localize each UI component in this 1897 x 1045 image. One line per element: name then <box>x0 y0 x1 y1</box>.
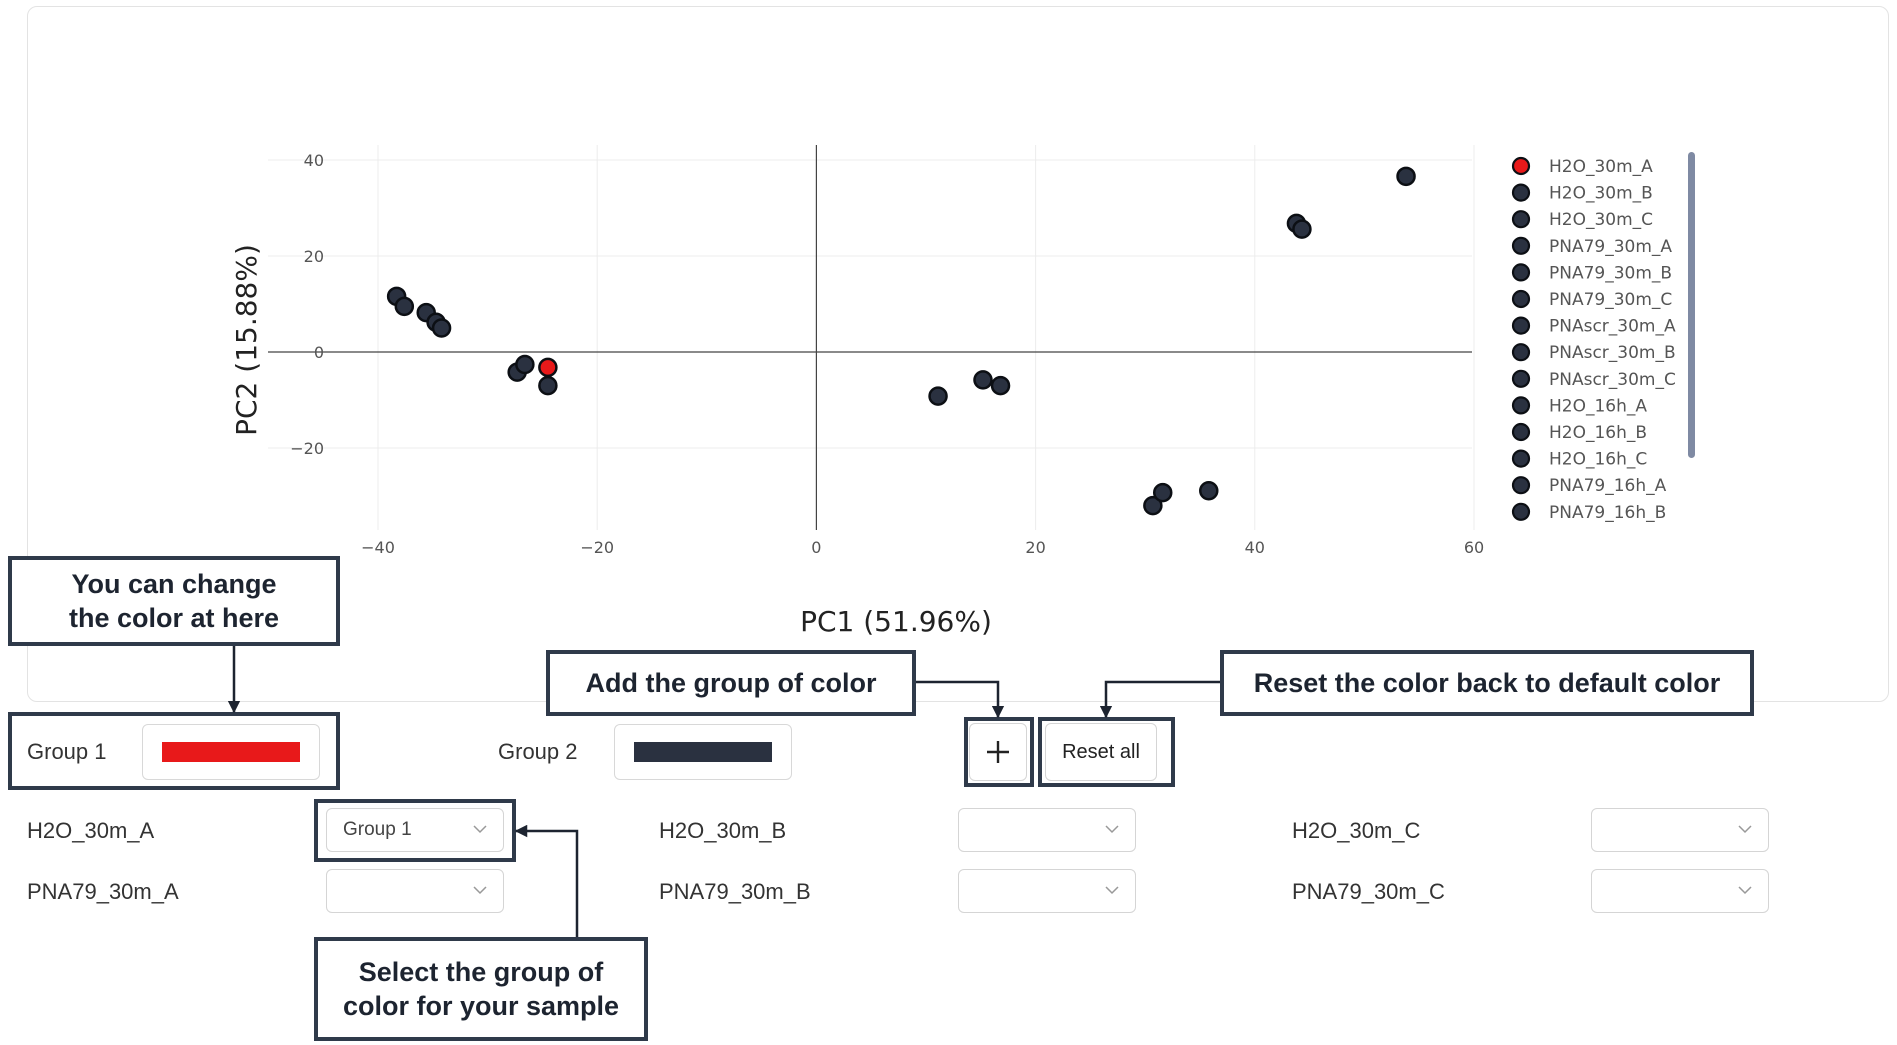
y-tick-label: 0 <box>314 343 324 362</box>
highlight-add-button <box>964 717 1034 787</box>
y-axis-title: PC2 (15.88%) <box>230 244 263 436</box>
sample-label: H2O_30m_A <box>27 818 155 843</box>
legend-marker[interactable] <box>1511 476 1531 495</box>
sample-group-select[interactable] <box>1591 869 1769 913</box>
legend-marker[interactable] <box>1511 289 1531 309</box>
legend[interactable]: H2O_30m_A H2O_30m_B H2O_30m_C PNA79_30m_A PN… <box>1511 156 1676 523</box>
y-tick-label: 20 <box>304 247 324 266</box>
y-tick-label: −20 <box>290 439 324 458</box>
highlight-group-1 <box>8 712 340 790</box>
data-point[interactable] <box>973 370 993 390</box>
legend-marker[interactable] <box>1511 210 1531 229</box>
legend-item-label[interactable]: PNA79_30m_A <box>1549 237 1672 257</box>
legend-marker[interactable] <box>1511 156 1531 176</box>
zero-axes <box>268 145 1472 530</box>
legend-item-label[interactable]: PNA79_30m_C <box>1549 290 1672 310</box>
legend-marker[interactable] <box>1511 263 1531 282</box>
legend-marker[interactable] <box>1511 422 1531 442</box>
x-tick-label: 60 <box>1464 538 1484 557</box>
group-2-color-swatch <box>634 742 772 762</box>
sample-label: PNA79_30m_C <box>1292 879 1445 904</box>
annotation-change-color: You can change the color at here <box>8 556 340 646</box>
chevron-down-icon <box>1105 825 1119 834</box>
group-2-label: Group 2 <box>498 739 578 764</box>
x-tick-label: −20 <box>580 538 614 557</box>
data-point[interactable] <box>538 375 558 396</box>
group-1-color-picker[interactable] <box>142 724 320 780</box>
data-point[interactable] <box>515 354 535 375</box>
annotation-add-group: Add the group of color <box>546 650 916 716</box>
legend-marker[interactable] <box>1511 449 1531 468</box>
group-1-label: Group 1 <box>27 739 107 764</box>
legend-item-label[interactable]: H2O_30m_C <box>1549 210 1653 230</box>
data-point[interactable] <box>1292 219 1312 239</box>
plus-icon <box>987 741 1009 763</box>
data-point[interactable] <box>431 318 452 338</box>
tick-labels: −40 −20 0 20 40 60 40 20 0 −20 <box>290 151 1484 557</box>
legend-item-label[interactable]: PNAscr_30m_A <box>1549 317 1676 337</box>
x-tick-label: 0 <box>811 538 821 557</box>
legend-item-label[interactable]: H2O_30m_A <box>1549 157 1653 177</box>
sample-label: PNA79_30m_B <box>659 879 811 904</box>
annotation-reset: Reset the color back to default color <box>1220 650 1754 716</box>
legend-marker[interactable] <box>1511 183 1531 202</box>
legend-marker[interactable] <box>1511 316 1531 335</box>
sample-group-select[interactable] <box>958 808 1136 852</box>
pca-scatter-plot[interactable]: −40 −20 0 20 40 60 40 20 0 −20 H2O_30m_A H2O_30m_B… <box>0 0 1897 710</box>
legend-scrollbar[interactable] <box>1688 152 1695 458</box>
legend-marker[interactable] <box>1511 343 1531 362</box>
chevron-down-icon <box>473 825 487 834</box>
x-tick-label: −40 <box>361 538 395 557</box>
x-tick-label: 20 <box>1025 538 1045 557</box>
grid-lines <box>268 145 1475 530</box>
legend-marker[interactable] <box>1511 236 1531 255</box>
data-point[interactable] <box>990 375 1011 396</box>
x-axis-title: PC1 (51.96%) <box>800 605 992 638</box>
chevron-down-icon <box>1738 886 1752 895</box>
data-point[interactable] <box>538 357 558 378</box>
legend-item-label[interactable]: H2O_16h_A <box>1549 396 1647 416</box>
sample-group-select[interactable] <box>326 869 504 913</box>
legend-item-label[interactable]: PNA79_30m_B <box>1549 263 1672 283</box>
add-group-button[interactable] <box>969 723 1027 781</box>
chevron-down-icon <box>1105 886 1119 895</box>
data-point[interactable] <box>1199 480 1219 501</box>
data-point[interactable] <box>394 296 415 317</box>
group-1-color-swatch <box>162 742 300 762</box>
sample-group-select[interactable] <box>1591 808 1769 852</box>
data-point[interactable] <box>928 386 948 406</box>
legend-item-label[interactable]: PNA79_16h_B <box>1549 503 1666 523</box>
data-point[interactable] <box>1396 166 1416 187</box>
data-point[interactable] <box>1152 482 1173 503</box>
y-tick-label: 40 <box>304 151 324 170</box>
legend-item-label[interactable]: H2O_16h_B <box>1549 423 1647 443</box>
data-points[interactable] <box>386 166 1416 516</box>
annotation-select-group: Select the group of color for your sample <box>314 937 648 1041</box>
chevron-down-icon <box>473 886 487 895</box>
sample-group-select[interactable]: Group 1 <box>326 808 504 852</box>
highlight-group-select <box>314 799 516 862</box>
select-value: Group 1 <box>343 819 412 840</box>
sample-label: PNA79_30m_A <box>27 879 179 904</box>
sample-label: H2O_30m_C <box>1292 818 1421 843</box>
chevron-down-icon <box>1738 825 1752 834</box>
legend-item-label[interactable]: PNA79_16h_A <box>1549 476 1667 496</box>
group-2-color-picker[interactable] <box>614 724 792 780</box>
legend-item-label[interactable]: H2O_16h_C <box>1549 450 1647 470</box>
legend-item-label[interactable]: PNAscr_30m_C <box>1549 370 1676 390</box>
x-tick-label: 40 <box>1245 538 1265 557</box>
sample-group-select[interactable] <box>958 869 1136 913</box>
sample-label: H2O_30m_B <box>659 818 787 843</box>
data-point[interactable] <box>1143 495 1163 516</box>
legend-marker[interactable] <box>1511 396 1531 415</box>
highlight-reset-button <box>1038 717 1175 787</box>
legend-item-label[interactable]: H2O_30m_B <box>1549 184 1653 204</box>
arrow-select-group <box>514 824 579 937</box>
legend-marker[interactable] <box>1511 369 1531 388</box>
legend-item-label[interactable]: PNAscr_30m_B <box>1549 343 1676 363</box>
reset-all-button[interactable]: Reset all <box>1045 723 1157 781</box>
legend-marker[interactable] <box>1511 502 1531 521</box>
